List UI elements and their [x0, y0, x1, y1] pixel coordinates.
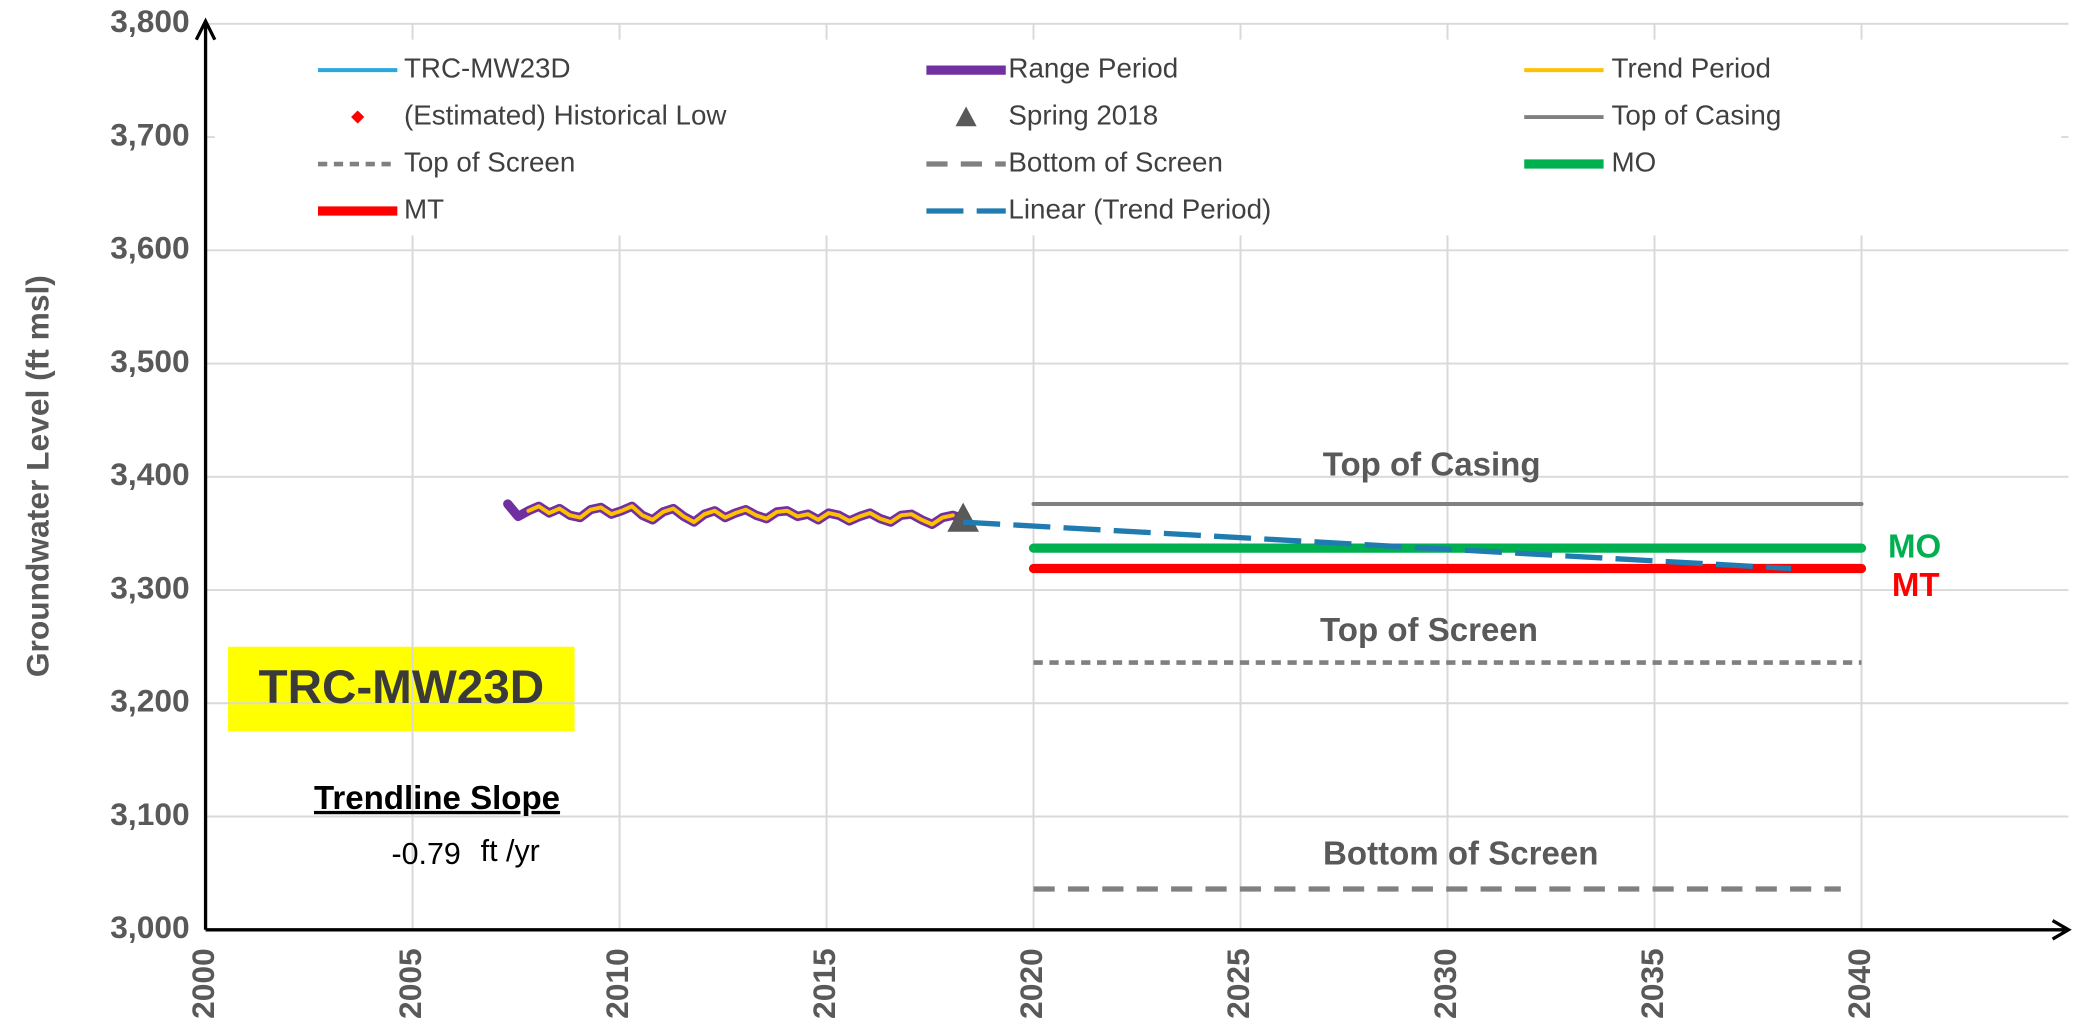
x-tick-label: 2010 [599, 948, 635, 1019]
axis [205, 919, 2072, 941]
y-tick-label: 3,200 [110, 683, 189, 719]
annotation: MT [1892, 567, 1940, 604]
series-line [526, 504, 955, 527]
legend-label: Top of Casing [1612, 99, 1782, 130]
y-tick-label: 3,700 [110, 116, 189, 152]
legend-label: MT [404, 193, 444, 224]
legend-label: MO [1612, 146, 1657, 177]
axis [194, 17, 217, 930]
x-tick-label: 2015 [806, 948, 842, 1019]
y-tick-label: 3,300 [110, 569, 189, 605]
legend-label: Linear (Trend Period) [1008, 193, 1271, 224]
series-line [963, 519, 1792, 572]
label-box [228, 646, 575, 732]
y-axis-label: Groundwater Level (ft msl) [20, 275, 56, 677]
y-tick-label: 3,500 [110, 343, 189, 379]
legend-label: Range Period [1008, 52, 1178, 83]
y-tick-label: 3,000 [110, 909, 189, 945]
legend-marker [351, 110, 365, 124]
x-tick-label: 2025 [1220, 948, 1256, 1019]
x-tick-label: 2030 [1427, 948, 1463, 1019]
legend-marker [955, 106, 977, 127]
legend-label: Spring 2018 [1008, 99, 1158, 130]
annotation: -0.79 [392, 837, 461, 871]
x-tick-label: 2000 [185, 948, 221, 1019]
legend-label: Bottom of Screen [1008, 146, 1223, 177]
annotation: Top of Casing [1323, 447, 1541, 484]
y-tick-label: 3,600 [110, 230, 189, 266]
annotation: Trendline Slope [314, 780, 560, 817]
legend-label: Trend Period [1612, 52, 1771, 83]
annotation: TRC-MW23D [258, 661, 544, 714]
x-tick-label: 2005 [392, 948, 428, 1019]
y-tick-label: 3,400 [110, 456, 189, 492]
x-tick-label: 2035 [1634, 948, 1670, 1019]
legend-label: (Estimated) Historical Low [404, 99, 727, 130]
legend-label: TRC-MW23D [404, 52, 571, 83]
x-tick-label: 2020 [1013, 948, 1049, 1019]
legend-box [214, 39, 2062, 236]
legend-label: Top of Screen [404, 146, 575, 177]
annotation: ft /yr [481, 834, 540, 868]
y-tick-label: 3,100 [110, 796, 189, 832]
x-tick-label: 2040 [1841, 948, 1877, 1019]
annotation: Bottom of Screen [1323, 835, 1598, 872]
annotation: MO [1888, 529, 1941, 566]
annotation: Top of Screen [1320, 612, 1538, 649]
y-tick-label: 3,800 [110, 3, 189, 39]
